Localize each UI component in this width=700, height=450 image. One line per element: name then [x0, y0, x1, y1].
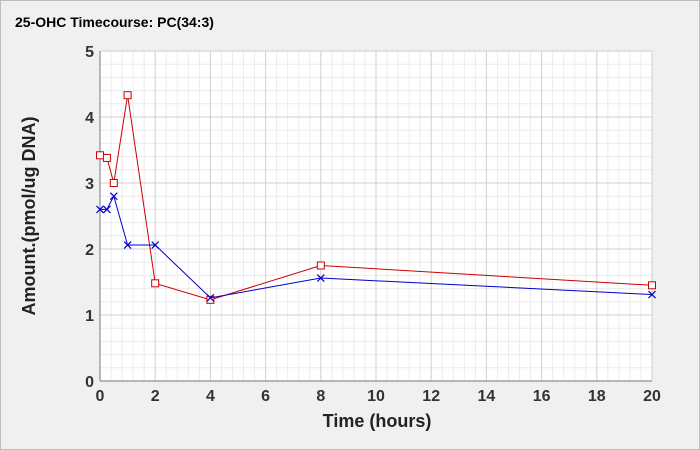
x-axis-title: Time (hours): [323, 411, 432, 431]
x-tick-label: 0: [96, 388, 105, 405]
x-tick-label: 4: [206, 388, 215, 405]
series-2: [96, 192, 656, 302]
grid: [99, 50, 653, 382]
series-line: [99, 95, 653, 301]
x-tick-label: 16: [533, 388, 551, 405]
y-tick-label: 4: [85, 110, 94, 127]
series-line: [100, 194, 653, 299]
x-tick-label: 18: [588, 388, 606, 405]
data-point: [206, 293, 215, 302]
data-point: [316, 274, 325, 282]
data-point: [316, 261, 325, 270]
data-point: [648, 290, 656, 299]
y-tick-label: 2: [85, 242, 94, 259]
x-tick-label: 8: [316, 388, 325, 405]
data-point: [206, 295, 215, 304]
data-point: [96, 151, 104, 160]
y-axis-title: Amount.(pmol/ug DNA): [19, 117, 39, 316]
data-point: [109, 192, 118, 201]
data-point: [102, 153, 111, 162]
x-tick-label: 20: [643, 388, 661, 405]
x-tick-label: 2: [151, 388, 160, 405]
data-point: [151, 241, 160, 249]
y-tick-label: 5: [85, 44, 94, 61]
data-point: [102, 205, 111, 214]
y-tick-label: 1: [85, 308, 94, 325]
x-tick-label: 6: [261, 388, 270, 405]
x-tick-label: 10: [367, 388, 385, 405]
series-1: [96, 91, 656, 304]
x-tick-label: 12: [422, 388, 440, 405]
data-point: [151, 279, 160, 288]
y-tick-label: 3: [85, 176, 94, 193]
data-point: [123, 241, 132, 249]
chart-title: 25-OHC Timecourse: PC(34:3): [15, 14, 214, 30]
data-point: [648, 281, 656, 290]
x-tick-label: 14: [478, 388, 496, 405]
data-point: [109, 179, 118, 187]
data-point: [96, 205, 104, 214]
y-tick-label: 0: [85, 374, 94, 391]
data-point: [123, 91, 132, 100]
